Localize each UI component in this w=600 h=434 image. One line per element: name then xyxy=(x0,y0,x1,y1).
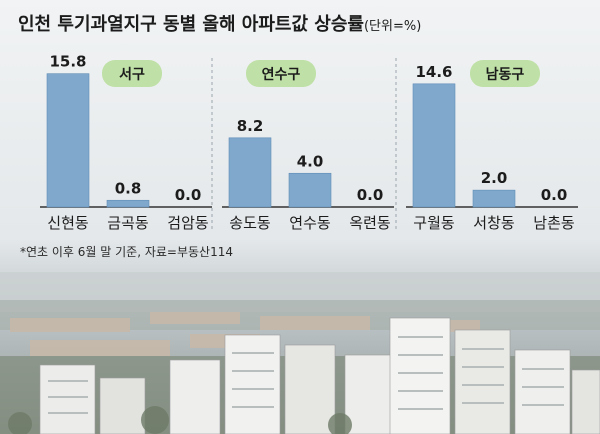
chart-title: 인천 투기과열지구 동별 올해 아파트값 상승률(단위=%) xyxy=(18,10,421,36)
group-badge xyxy=(470,60,540,87)
chart-title-text: 인천 투기과열지구 동별 올해 아파트값 상승률 xyxy=(18,14,364,35)
data-label: 2.0 xyxy=(481,169,508,187)
category-label: 검암동 xyxy=(167,214,209,232)
panel-1: 서구 15.8 신현동 0.8 금곡동 0.0 검암동 xyxy=(40,53,212,232)
data-label: 0.8 xyxy=(115,179,142,197)
group-badge-label: 서구 xyxy=(119,67,145,83)
unit-label: (단위=%) xyxy=(363,19,422,34)
source-note: *연초 이후 6월 말 기준, 자료=부동산114 xyxy=(20,245,233,259)
bar xyxy=(472,189,516,208)
group-badge xyxy=(102,60,162,87)
bar xyxy=(228,137,272,208)
category-label: 서창동 xyxy=(473,214,515,232)
data-label: 8.2 xyxy=(237,117,264,135)
data-label: 15.8 xyxy=(49,53,86,71)
group-badge-label: 남동구 xyxy=(486,66,525,83)
category-label: 금곡동 xyxy=(107,214,149,232)
panel-3: 남동구 14.6 구월동 2.0 서창동 0.0 남촌동 xyxy=(406,60,578,232)
data-label: 4.0 xyxy=(297,152,324,170)
group-badge-label: 연수구 xyxy=(262,67,301,83)
bar xyxy=(288,172,332,208)
bar xyxy=(412,83,456,208)
bar xyxy=(46,73,90,208)
data-label: 14.6 xyxy=(415,63,452,81)
category-label: 연수동 xyxy=(289,214,331,232)
data-label: 0.0 xyxy=(175,186,202,204)
category-label: 송도동 xyxy=(229,214,271,232)
bar xyxy=(106,199,150,208)
category-label: 남촌동 xyxy=(533,214,575,232)
data-label: 0.0 xyxy=(357,186,384,204)
category-label: 신현동 xyxy=(47,214,89,232)
data-label: 0.0 xyxy=(541,186,568,204)
category-label: 구월동 xyxy=(413,214,455,232)
group-badge xyxy=(246,60,316,87)
panel-2: 연수구 8.2 송도동 4.0 연수동 0.0 옥련동 xyxy=(222,60,394,232)
category-label: 옥련동 xyxy=(349,214,391,232)
